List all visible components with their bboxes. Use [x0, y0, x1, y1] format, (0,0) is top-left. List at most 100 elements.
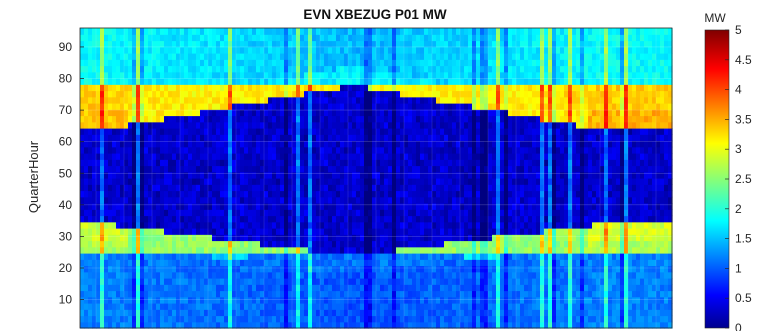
- heatmap-cell: [96, 203, 101, 210]
- heatmap-cell: [160, 84, 165, 92]
- heatmap-cell: [260, 215, 265, 223]
- heatmap-cell: [164, 290, 169, 298]
- heatmap-cell: [204, 90, 209, 98]
- heatmap-cell: [408, 140, 413, 148]
- heatmap-cell: [364, 290, 369, 298]
- heatmap-cell: [132, 159, 137, 167]
- heatmap-cell: [360, 209, 365, 217]
- heatmap-cell: [324, 165, 329, 173]
- heatmap-cell: [124, 34, 129, 42]
- heatmap-cell: [184, 309, 189, 317]
- heatmap-cell: [148, 228, 153, 235]
- heatmap-cell: [364, 165, 369, 173]
- heatmap-cell: [180, 134, 185, 142]
- heatmap-cell: [96, 296, 101, 304]
- heatmap-cell: [176, 203, 181, 210]
- heatmap-cell: [216, 234, 221, 242]
- heatmap-cell: [144, 140, 149, 148]
- heatmap-cell: [288, 46, 293, 54]
- heatmap-cell: [420, 109, 425, 117]
- heatmap-cell: [304, 240, 309, 248]
- heatmap-cell: [472, 153, 477, 160]
- heatmap-cell: [392, 115, 397, 123]
- heatmap-cell: [120, 246, 125, 254]
- heatmap-cell: [140, 303, 145, 310]
- heatmap-cell: [104, 71, 109, 79]
- heatmap-cell: [400, 34, 405, 42]
- heatmap-cell: [492, 146, 497, 154]
- heatmap-cell: [412, 40, 417, 48]
- heatmap-cell: [444, 240, 449, 248]
- heatmap-cell: [356, 284, 361, 292]
- heatmap-cell: [188, 190, 193, 198]
- heatmap-cell: [140, 109, 145, 117]
- heatmap-cell: [172, 103, 177, 110]
- heatmap-cell: [376, 215, 381, 223]
- heatmap-cell: [444, 34, 449, 42]
- heatmap-cell: [176, 228, 181, 235]
- heatmap-cell: [272, 315, 277, 323]
- heatmap-cell: [308, 184, 313, 192]
- heatmap-cell: [352, 184, 357, 192]
- heatmap-cell: [180, 115, 185, 123]
- heatmap-cell: [340, 190, 345, 198]
- heatmap-cell: [480, 228, 485, 235]
- heatmap-cell: [396, 315, 401, 323]
- heatmap-cell: [416, 321, 421, 329]
- heatmap-cell: [100, 115, 105, 123]
- heatmap-cell: [476, 34, 481, 42]
- heatmap-cell: [416, 90, 421, 98]
- heatmap-cell: [392, 140, 397, 148]
- heatmap-cell: [208, 65, 213, 73]
- heatmap-cell: [268, 196, 273, 204]
- heatmap-cell: [124, 284, 129, 292]
- heatmap-cell: [456, 221, 461, 229]
- heatmap-cell: [132, 315, 137, 323]
- heatmap-cell: [140, 234, 145, 242]
- heatmap-cell: [264, 134, 269, 142]
- heatmap-cell: [108, 284, 113, 292]
- heatmap-cell: [292, 303, 297, 310]
- heatmap-cell: [456, 165, 461, 173]
- heatmap-cell: [180, 78, 185, 85]
- heatmap-cell: [148, 190, 153, 198]
- heatmap-cell: [204, 134, 209, 142]
- heatmap-cell: [188, 40, 193, 48]
- heatmap-cell: [472, 284, 477, 292]
- heatmap-cell: [212, 171, 217, 179]
- heatmap-cell: [432, 290, 437, 298]
- heatmap-cell: [284, 221, 289, 229]
- heatmap-cell: [424, 184, 429, 192]
- heatmap-cell: [376, 134, 381, 142]
- heatmap-cell: [84, 46, 89, 54]
- heatmap-cell: [364, 34, 369, 42]
- heatmap-cell: [208, 165, 213, 173]
- heatmap-cell: [320, 178, 325, 185]
- heatmap-cell: [168, 34, 173, 42]
- heatmap-cell: [460, 159, 465, 167]
- heatmap-cell: [304, 259, 309, 267]
- heatmap-cell: [332, 46, 337, 54]
- heatmap-cell: [160, 53, 165, 60]
- heatmap-cell: [296, 196, 301, 204]
- heatmap-cell: [120, 228, 125, 235]
- heatmap-cell: [292, 59, 297, 67]
- heatmap-cell: [92, 128, 97, 135]
- heatmap-cell: [388, 171, 393, 179]
- heatmap-cell: [324, 34, 329, 42]
- heatmap-cell: [100, 265, 105, 273]
- heatmap-cell: [220, 259, 225, 267]
- heatmap-cell: [460, 309, 465, 317]
- heatmap-cell: [272, 71, 277, 79]
- heatmap-cell: [120, 53, 125, 60]
- heatmap-cell: [440, 146, 445, 154]
- heatmap-cell: [80, 159, 85, 167]
- heatmap-cell: [448, 303, 453, 310]
- heatmap-cell: [400, 128, 405, 135]
- heatmap-cell: [256, 234, 261, 242]
- heatmap-cell: [460, 103, 465, 110]
- heatmap-cell: [336, 134, 341, 142]
- heatmap-cell: [232, 203, 237, 210]
- heatmap-cell: [232, 196, 237, 204]
- heatmap-cell: [376, 28, 381, 35]
